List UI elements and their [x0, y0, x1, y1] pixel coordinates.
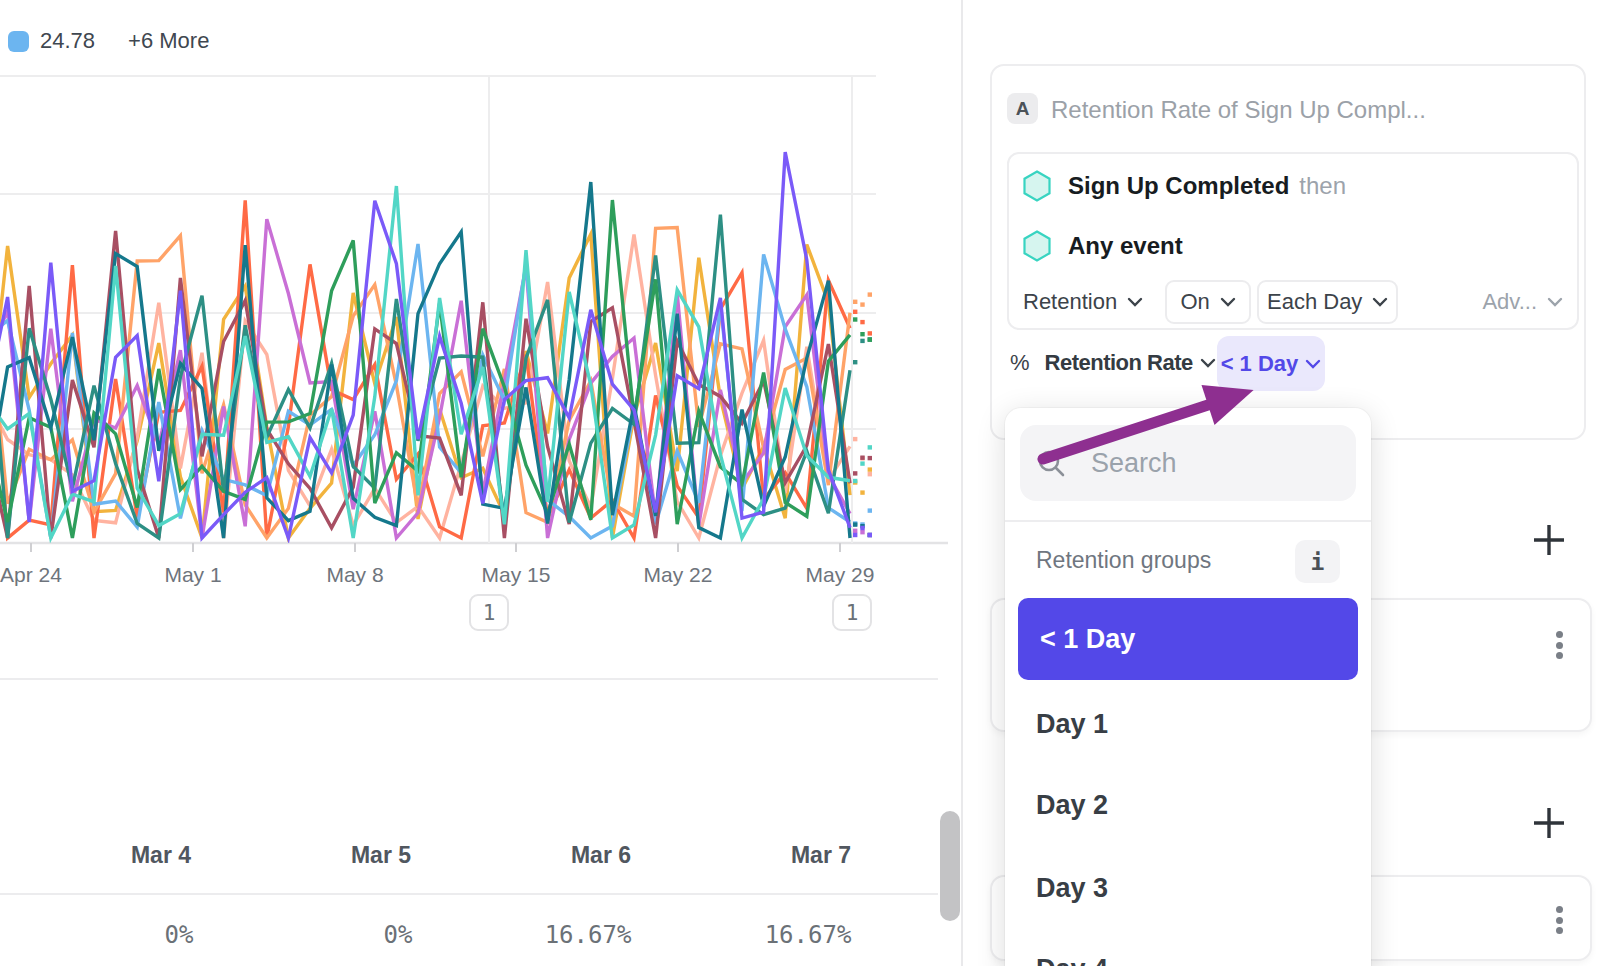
kebab-menu-icon[interactable] — [1555, 631, 1563, 663]
popup-item[interactable]: Day 2 — [1036, 790, 1108, 821]
event-suffix: then — [1299, 172, 1346, 200]
search-icon — [1037, 449, 1065, 477]
measure-dropdown[interactable]: Retention Rate — [1045, 350, 1193, 376]
chevron-down-icon — [1220, 297, 1236, 307]
x-tick-label: May 22 — [644, 563, 713, 587]
advanced-dropdown[interactable]: Adv... — [1482, 289, 1563, 315]
event-name[interactable]: Sign Up Completed — [1068, 172, 1289, 200]
x-tick-label: May 8 — [326, 563, 383, 587]
x-tick-label: May 15 — [482, 563, 551, 587]
query-title[interactable]: Retention Rate of Sign Up Compl... — [1051, 96, 1426, 124]
event-name[interactable]: Any event — [1068, 232, 1183, 260]
plus-icon — [1532, 523, 1566, 557]
chevron-down-icon — [1305, 359, 1321, 369]
query-card: A Retention Rate of Sign Up Compl... Sig… — [990, 64, 1586, 440]
chevron-down-icon — [1200, 358, 1216, 368]
popup-item[interactable]: Day 4 — [1036, 954, 1108, 966]
x-tick-label: Apr 24 — [0, 563, 62, 587]
search-placeholder: Search — [1091, 448, 1177, 479]
query-badge: A — [1007, 93, 1038, 124]
info-icon[interactable]: i — [1295, 540, 1340, 583]
popup-item[interactable]: Day 1 — [1036, 709, 1108, 740]
each-day-dropdown[interactable]: Each Day — [1257, 280, 1398, 324]
chevron-down-icon — [1127, 297, 1143, 307]
on-dropdown[interactable]: On — [1165, 280, 1251, 324]
table-value-cell: 0% — [165, 921, 194, 949]
table-divider — [0, 893, 938, 895]
event-block: Sign Up Completed then Any event Retenti… — [1007, 152, 1579, 330]
annotation-marker[interactable]: 1 — [469, 594, 509, 631]
x-tick-label: May 1 — [164, 563, 221, 587]
hexagon-icon — [1023, 230, 1051, 262]
x-tick-label: May 29 — [806, 563, 875, 587]
vertical-scrollbar[interactable] — [940, 811, 960, 921]
chevron-down-icon — [1372, 297, 1388, 307]
add-chart-button[interactable] — [1531, 522, 1567, 558]
event-row-1[interactable]: Sign Up Completed then — [1023, 170, 1346, 202]
retention-line-chart[interactable] — [0, 0, 961, 560]
chevron-down-icon — [1547, 297, 1563, 307]
search-input[interactable]: Search — [1020, 425, 1356, 501]
retention-dropdown[interactable]: Retention — [1023, 289, 1143, 315]
section-divider — [0, 678, 938, 680]
kebab-menu-icon[interactable] — [1555, 906, 1563, 938]
popup-divider — [1005, 520, 1371, 522]
annotation-marker[interactable]: 1 — [832, 594, 872, 631]
event-row-2[interactable]: Any event — [1023, 230, 1183, 262]
chart-pane: 24.78 +6 More Apr 24May 1May 8May 15May … — [0, 0, 961, 966]
hexagon-icon — [1023, 170, 1051, 202]
table-value-cell: 0% — [384, 921, 413, 949]
popup-item-selected[interactable]: < 1 Day — [1018, 598, 1358, 680]
plus-icon — [1532, 806, 1566, 840]
measure-row: % Retention Rate — [1010, 347, 1216, 379]
table-header-cell: Mar 6 — [571, 842, 631, 869]
retention-group-popup: Search Retention groups i < 1 Day Day 1 D… — [1005, 408, 1371, 966]
control-row: Retention On Each Day Adv... — [1023, 280, 1563, 324]
retention-group-dropdown[interactable]: < 1 Day — [1217, 336, 1325, 391]
table-header-cell: Mar 4 — [131, 842, 191, 869]
table-value-cell: 16.67% — [545, 921, 632, 949]
add-chart-button[interactable] — [1531, 805, 1567, 841]
percent-symbol: % — [1010, 350, 1030, 376]
group-label: Retention groups — [1036, 547, 1211, 574]
table-header-cell: Mar 5 — [351, 842, 411, 869]
table-value-cell: 16.67% — [765, 921, 852, 949]
popup-item[interactable]: Day 3 — [1036, 873, 1108, 904]
table-header-cell: Mar 7 — [791, 842, 851, 869]
query-panel: A Retention Rate of Sign Up Compl... Sig… — [963, 0, 1616, 966]
